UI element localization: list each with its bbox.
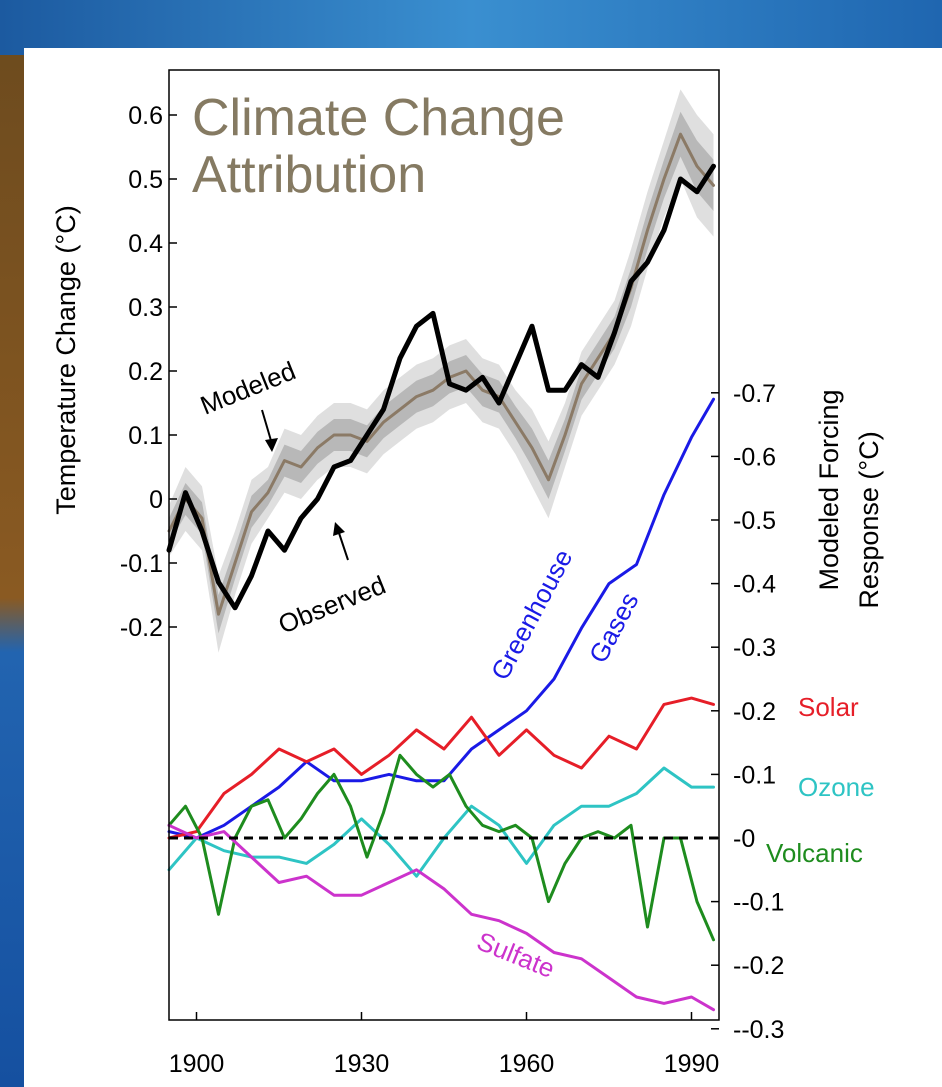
legend-ozone: Ozone [798,772,875,802]
x-tick-label: 1900 [169,1050,225,1078]
left-tick-label: 0.4 [128,230,163,258]
right-tick-label: -0 [733,825,755,853]
right-tick-label: --0.1 [733,889,784,917]
label-greenhouse: Greenhouse [485,544,579,684]
left-axis-ticks: 0.6 0.5 0.4 0.3 0.2 0.1 0 -0.1 -0.2 [120,102,177,642]
x-tick-label: 1990 [664,1050,720,1078]
chart-title-line1: Climate Change [192,89,565,147]
right-tick-label: --0.2 [733,952,784,980]
series-sulfate [167,823,715,1012]
left-tick-label: 0.5 [128,166,163,194]
label-gases: Gases [583,587,645,667]
right-tick-label: -0.2 [733,698,776,726]
modeled-uncertainty-band [169,89,714,653]
right-tick-label: --0.3 [733,1016,784,1044]
series-greenhouse-gases [167,397,715,840]
left-tick-label: 0 [149,486,163,514]
series-solar [167,696,715,840]
x-tick-label: 1930 [334,1050,390,1078]
label-modeled: Modeled [196,355,300,420]
right-tick-label: -0.5 [733,507,776,535]
lower-series-group [167,397,715,1012]
series-observed [166,163,716,611]
chart-title-line2: Attribution [192,146,426,204]
x-tick-label: 1960 [499,1050,555,1078]
plot-frame [168,69,720,1021]
arrow-observed [333,522,349,561]
right-axis-label-line2: Response (°C) [854,431,884,608]
right-tick-label: -0.3 [733,634,776,662]
legend-solar: Solar [798,692,859,722]
arrow-modeled [261,409,278,452]
series-volcanic [167,753,715,942]
right-axis-label-line1: Modeled Forcing [814,389,844,590]
modeled-band-1 [169,111,714,634]
white-panel [24,48,942,1087]
label-observed: Observed [274,570,390,640]
left-tick-label: 0.2 [128,358,163,386]
right-axis-ticks: -0.7 -0.6 -0.5 -0.4 -0.3 -0.2 -0.1 -0 --0.1 --0.2… [711,380,784,1044]
series-ozone [167,766,715,878]
upper-series-group [166,132,716,616]
right-tick-label: -0.7 [733,380,776,408]
left-tick-label: 0.3 [128,294,163,322]
label-sulfate: Sulfate [473,926,559,984]
right-tick-label: -0.4 [733,571,776,599]
left-tick-label: 0.6 [128,102,163,130]
left-tick-label: -0.2 [120,614,163,642]
right-tick-label: -0.6 [733,443,776,471]
legend-volcanic: Volcanic [766,838,863,868]
left-axis-label: Temperature Change (°C) [51,205,81,514]
left-tick-label: -0.1 [120,550,163,578]
left-tick-label: 0.1 [128,422,163,450]
x-axis-ticks: 1900 1930 1960 1990 [169,1012,720,1078]
right-tick-label: -0.1 [733,761,776,789]
